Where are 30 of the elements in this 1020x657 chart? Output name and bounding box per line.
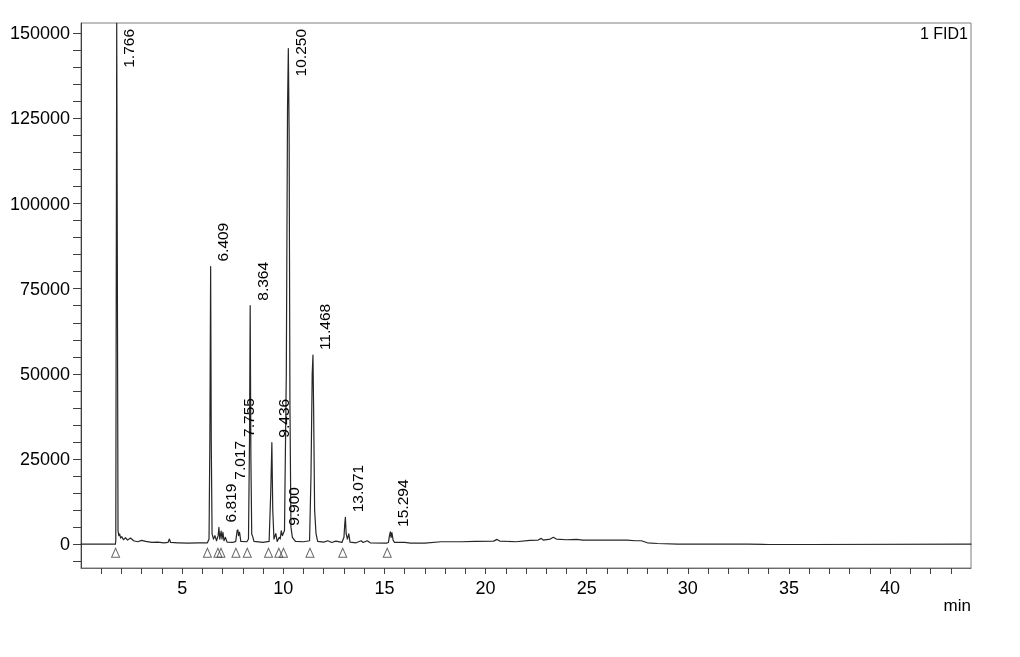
y-tick-label: 100000 [9,193,70,214]
annotation: 7.017 [231,440,249,480]
annotation: 6.409 [214,222,232,262]
x-tick-label: 5 [177,578,188,598]
x-tick-label: 30 [677,578,698,598]
x-axis-title: min [943,596,972,615]
annotation: 9.436 [275,398,293,438]
x-tick-label: 40 [880,578,901,598]
annotation: 9.900 [284,486,302,526]
x-tick-label: 15 [374,578,395,598]
x-tick-label: 20 [475,578,496,598]
annotation: 13.071 [348,464,366,513]
line-series [80,22,972,546]
annotation: 7.755 [240,398,258,437]
y-tick-label: 50000 [19,363,70,384]
annotation: 8.364 [253,261,271,301]
annotation: 15.294 [393,479,411,527]
annotation: 6.819 [222,483,240,523]
y-tick-label: 0 [59,534,70,555]
y-tick-label: 150000 [9,23,70,44]
x-tick-label: 35 [778,578,799,598]
chart-title: 1 FID1 [919,24,969,42]
x-tick-label: 25 [576,578,597,598]
x-tick-label: 10 [273,578,294,598]
y-tick-label: 125000 [9,108,70,129]
annotation: 10.250 [291,28,309,77]
y-tick-label: 25000 [19,449,70,469]
annotation: 1.766 [120,28,138,68]
y-tick-label: 75000 [19,278,70,299]
annotation: 11.468 [316,303,334,351]
